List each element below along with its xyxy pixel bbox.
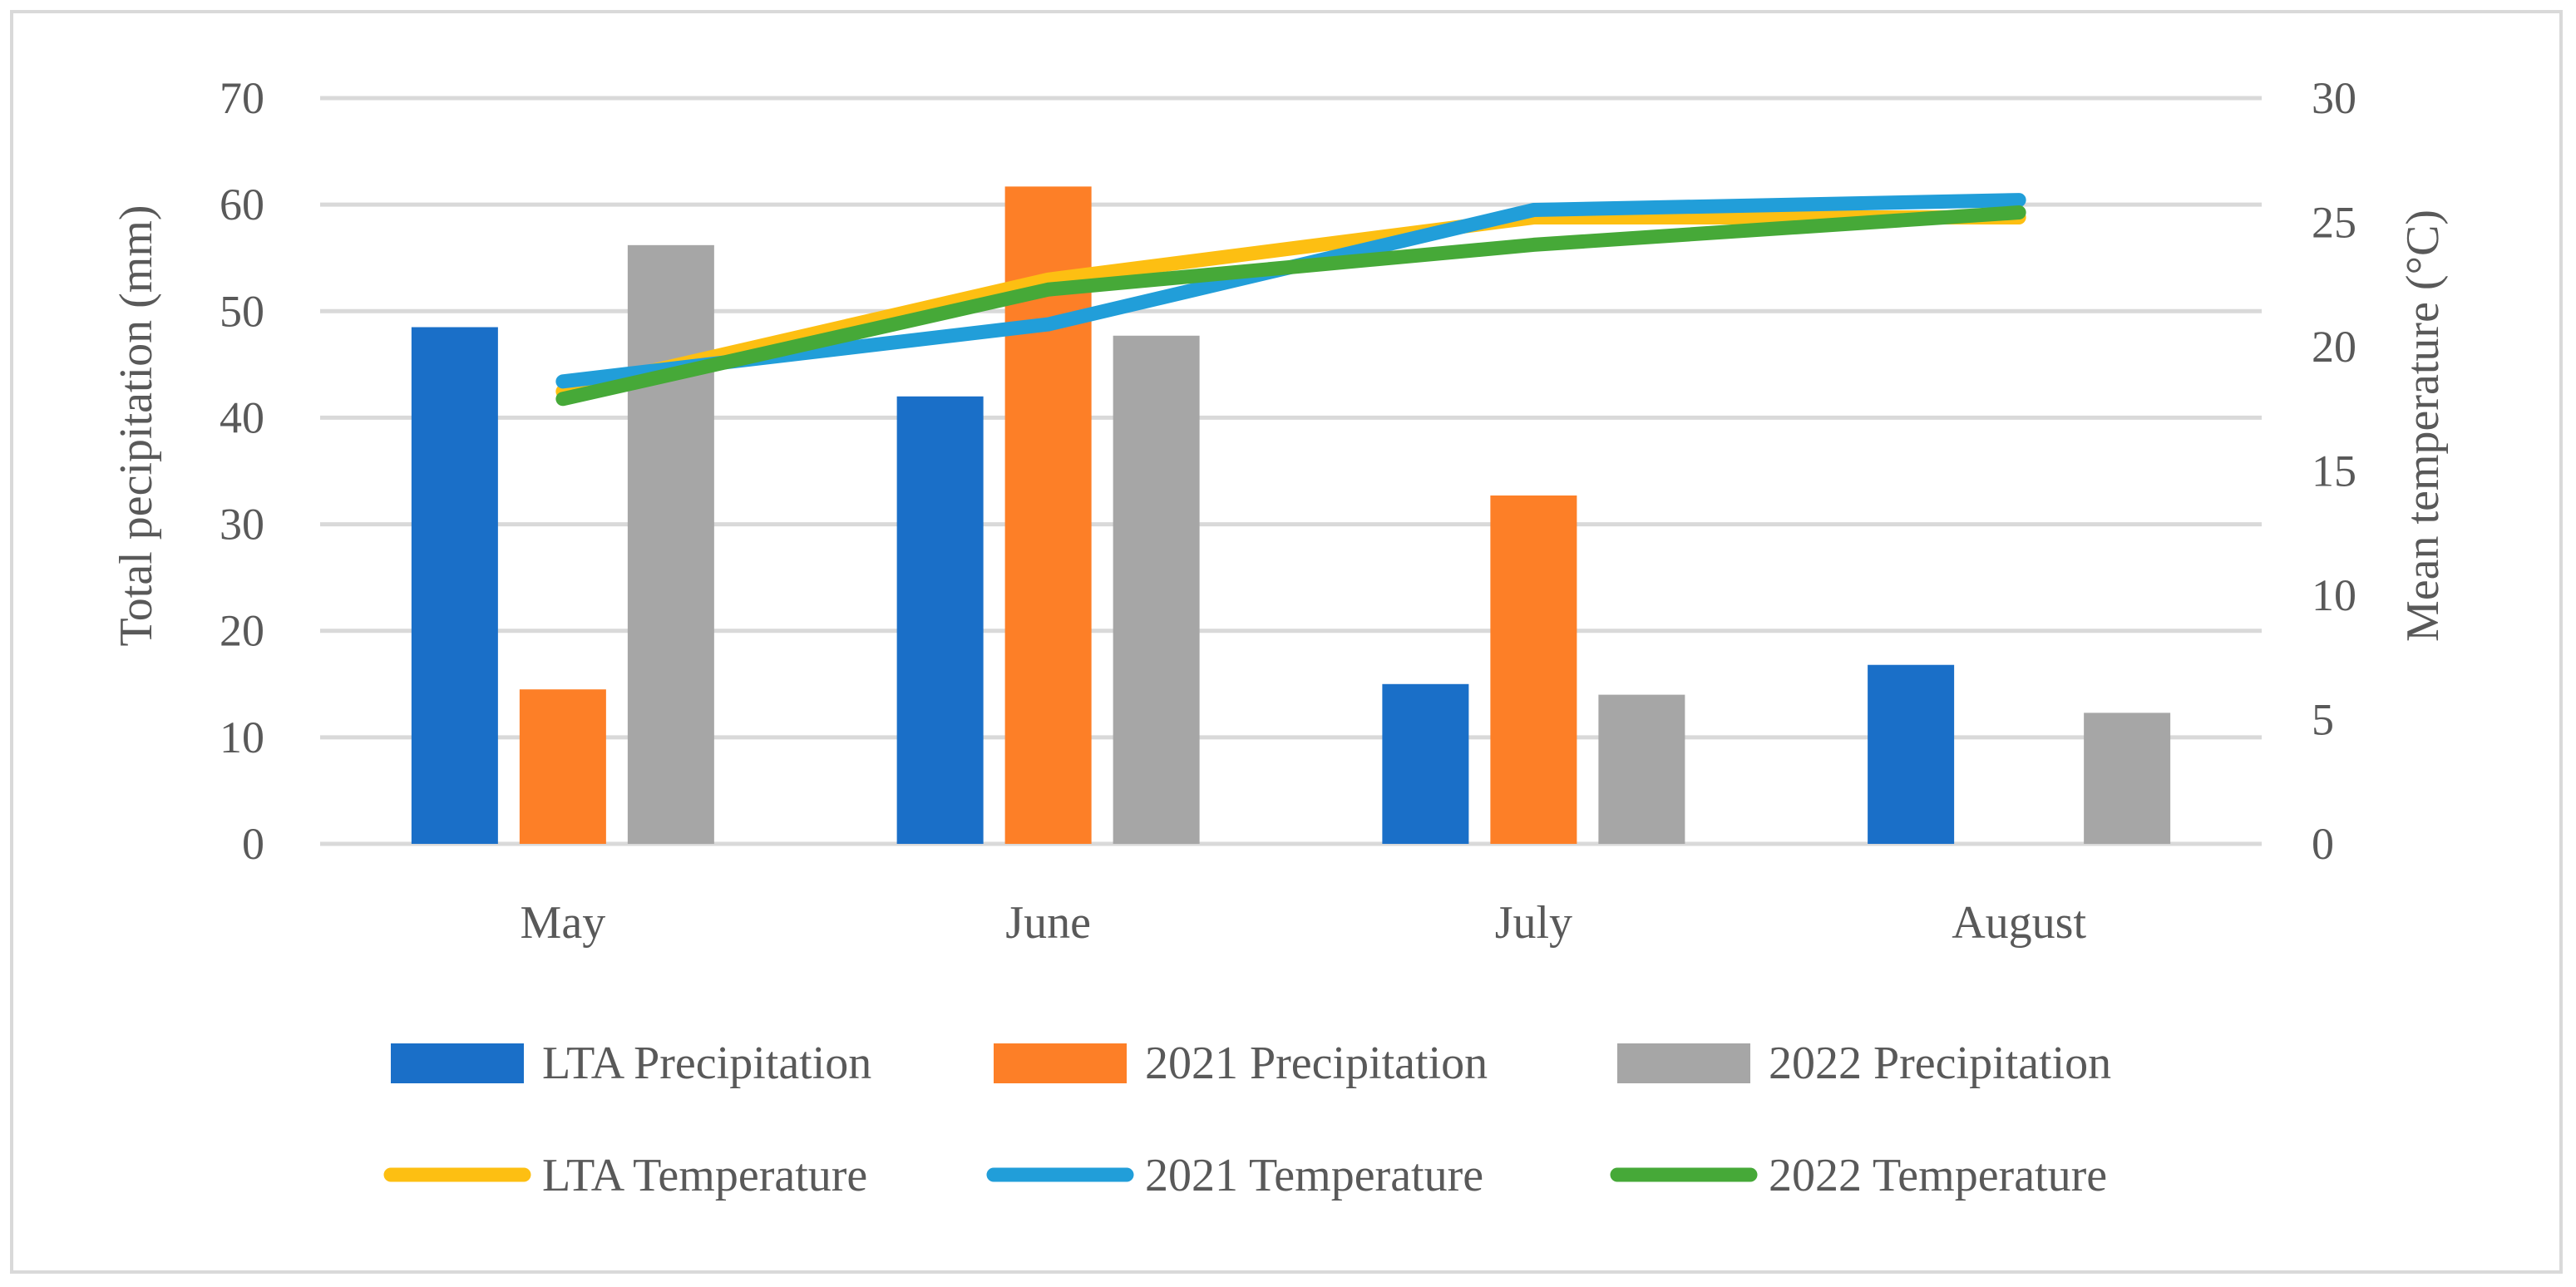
left-tick-label: 60 bbox=[220, 180, 264, 229]
right-tick-label: 25 bbox=[2312, 198, 2356, 248]
right-tick-label: 10 bbox=[2312, 570, 2356, 620]
bar-2021-precipitation-may bbox=[519, 689, 606, 844]
bar-series-group bbox=[411, 186, 2171, 845]
legend-label: LTA Temperature bbox=[542, 1150, 867, 1201]
bar-lta-precipitation-august bbox=[1868, 664, 1955, 844]
line-2022-temperature bbox=[555, 205, 2026, 407]
right-tick-label: 0 bbox=[2312, 819, 2334, 869]
point-2021-temperature-june bbox=[1048, 323, 1049, 325]
bar-2022-precipitation-may bbox=[627, 244, 714, 844]
legend: LTA Precipitation 2021 Precipitation 2022 … bbox=[383, 1038, 2111, 1201]
legend-item-lta-temperature: LTA Temperature bbox=[383, 1150, 867, 1201]
legend-swatch bbox=[994, 1043, 1127, 1083]
left-tick-label: 0 bbox=[242, 819, 264, 869]
right-tick-label: 15 bbox=[2312, 446, 2356, 496]
right-axis-ticks: 0 5 10 15 20 25 30 bbox=[2312, 73, 2356, 869]
bar-lta-precipitation-june bbox=[896, 396, 984, 844]
right-tick-label: 20 bbox=[2312, 322, 2356, 372]
bar-2022-precipitation-august bbox=[2084, 713, 2171, 844]
point-2022-temperature-august bbox=[2018, 212, 2020, 214]
right-tick-label: 5 bbox=[2312, 695, 2334, 745]
category-label-august: August bbox=[1952, 897, 2086, 949]
legend-item-2022-precipitation: 2022 Precipitation bbox=[1617, 1038, 2111, 1089]
left-tick-label: 50 bbox=[220, 286, 264, 336]
bar-2022-precipitation-june bbox=[1113, 335, 1200, 845]
left-axis-title: Total pecipitation (mm) bbox=[111, 205, 162, 646]
legend-swatch bbox=[1617, 1043, 1750, 1083]
point-2022-temperature-june bbox=[1048, 288, 1049, 290]
line-lta-temperature bbox=[555, 210, 2026, 399]
category-label-may: May bbox=[521, 897, 606, 949]
right-axis-title: Mean temperature (°C) bbox=[2397, 210, 2449, 642]
legend-item-2021-temperature: 2021 Temperature bbox=[986, 1150, 1483, 1201]
legend-item-2021-precipitation: 2021 Precipitation bbox=[994, 1038, 1488, 1089]
point-2022-temperature-july bbox=[1532, 244, 1534, 245]
left-tick-label: 70 bbox=[220, 73, 264, 123]
right-tick-label: 30 bbox=[2312, 73, 2356, 123]
bar-2022-precipitation-july bbox=[1598, 694, 1685, 844]
legend-swatch bbox=[391, 1043, 524, 1083]
legend-label: 2022 Temperature bbox=[1769, 1150, 2107, 1201]
category-labels: May June July August bbox=[521, 897, 2087, 949]
point-2022-temperature-may bbox=[562, 398, 564, 400]
bar-series-2022-precipitation bbox=[627, 244, 2171, 845]
left-tick-label: 30 bbox=[220, 500, 264, 550]
bar-lta-precipitation-july bbox=[1382, 683, 1469, 844]
left-tick-label: 20 bbox=[220, 606, 264, 656]
category-label-june: June bbox=[1005, 897, 1091, 949]
legend-item-2022-temperature: 2022 Temperature bbox=[1610, 1150, 2107, 1201]
legend-label: 2021 Precipitation bbox=[1145, 1038, 1488, 1089]
legend-label: LTA Precipitation bbox=[542, 1038, 871, 1089]
left-tick-label: 40 bbox=[220, 392, 264, 442]
bar-series-lta-precipitation bbox=[411, 327, 1955, 844]
point-lta-temperature-june bbox=[1048, 279, 1049, 280]
category-label-july: July bbox=[1495, 897, 1572, 949]
legend-label: 2022 Precipitation bbox=[1769, 1038, 2111, 1089]
point-2021-temperature-may bbox=[562, 381, 564, 382]
bar-2021-precipitation-july bbox=[1490, 495, 1577, 844]
left-tick-label: 10 bbox=[220, 713, 264, 762]
line-series-group bbox=[555, 193, 2026, 407]
bar-lta-precipitation-may bbox=[411, 327, 498, 844]
legend-label: 2021 Temperature bbox=[1145, 1150, 1483, 1201]
legend-item-lta-precipitation: LTA Precipitation bbox=[391, 1038, 871, 1089]
left-axis-ticks: 0 10 20 30 40 50 60 70 bbox=[220, 73, 264, 869]
